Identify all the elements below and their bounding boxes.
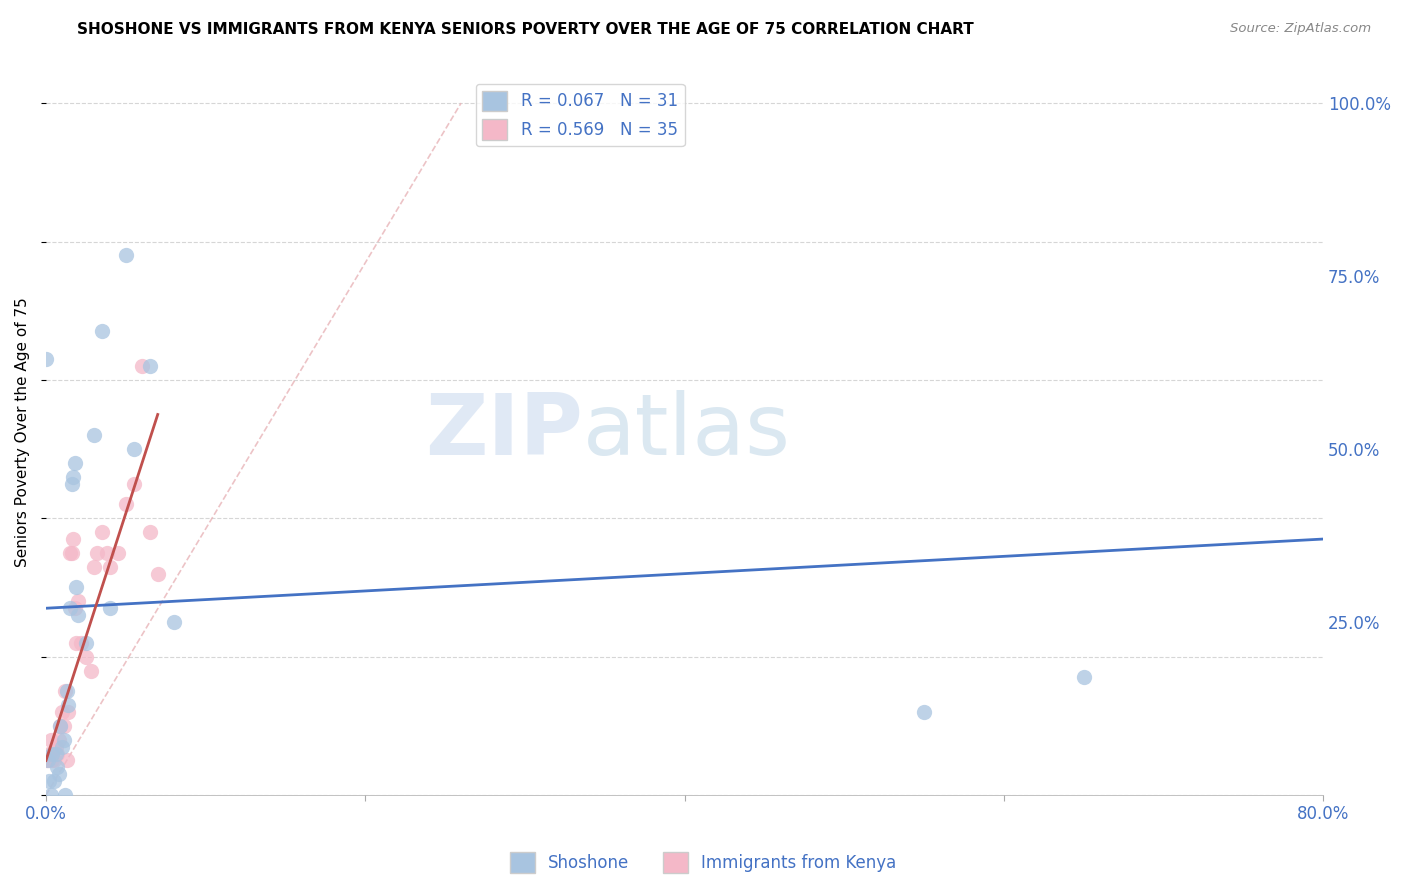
Point [46, 747, 69, 761]
Point [63, 601, 86, 615]
Point [60, 546, 83, 560]
Y-axis label: Seniors Poverty Over the Age of 75: Seniors Poverty Over the Age of 75 [15, 297, 30, 566]
Point [37, 754, 59, 768]
Point [38, 747, 60, 761]
Point [107, 546, 129, 560]
Point [49, 719, 72, 733]
Point [42, 774, 65, 789]
Point [139, 525, 162, 540]
Point [42, 754, 65, 768]
Point [66, 608, 89, 623]
Point [146, 566, 169, 581]
Point [1073, 670, 1095, 684]
Point [86, 546, 108, 560]
Point [79, 664, 101, 678]
Point [41, 754, 63, 768]
Text: ZIP: ZIP [425, 391, 582, 474]
Point [83, 428, 105, 442]
Point [53, 684, 76, 698]
Point [96, 546, 118, 560]
Point [38, 774, 60, 789]
Point [70, 636, 93, 650]
Point [46, 760, 69, 774]
Point [58, 705, 80, 719]
Point [48, 732, 70, 747]
Point [66, 594, 89, 608]
Point [98, 559, 121, 574]
Point [49, 719, 72, 733]
Point [62, 469, 84, 483]
Point [114, 498, 136, 512]
Point [63, 456, 86, 470]
Point [59, 601, 82, 615]
Point [39, 788, 62, 802]
Point [65, 581, 87, 595]
Point [98, 601, 121, 615]
Point [45, 747, 67, 761]
Point [75, 636, 97, 650]
Point [35, 754, 58, 768]
Legend: Shoshone, Immigrants from Kenya: Shoshone, Immigrants from Kenya [503, 846, 903, 880]
Text: atlas: atlas [582, 391, 790, 474]
Point [51, 739, 73, 754]
Point [912, 705, 935, 719]
Point [45, 739, 67, 754]
Legend: R = 0.067   N = 31, R = 0.569   N = 35: R = 0.067 N = 31, R = 0.569 N = 35 [475, 84, 685, 146]
Point [55, 684, 77, 698]
Point [52, 732, 75, 747]
Point [53, 788, 76, 802]
Point [48, 767, 70, 781]
Point [75, 649, 97, 664]
Point [39, 732, 62, 747]
Point [139, 359, 162, 373]
Point [58, 698, 80, 712]
Point [131, 359, 153, 373]
Point [52, 719, 75, 733]
Point [59, 546, 82, 560]
Point [83, 559, 105, 574]
Point [62, 532, 84, 546]
Text: Source: ZipAtlas.com: Source: ZipAtlas.com [1230, 22, 1371, 36]
Point [90, 525, 112, 540]
Point [51, 705, 73, 719]
Point [65, 636, 87, 650]
Point [122, 442, 145, 456]
Point [163, 615, 186, 629]
Point [35, 352, 58, 367]
Point [90, 325, 112, 339]
Point [41, 747, 63, 761]
Point [114, 248, 136, 262]
Point [55, 754, 77, 768]
Point [37, 754, 59, 768]
Text: SHOSHONE VS IMMIGRANTS FROM KENYA SENIORS POVERTY OVER THE AGE OF 75 CORRELATION: SHOSHONE VS IMMIGRANTS FROM KENYA SENIOR… [77, 22, 974, 37]
Point [122, 476, 145, 491]
Point [60, 476, 83, 491]
